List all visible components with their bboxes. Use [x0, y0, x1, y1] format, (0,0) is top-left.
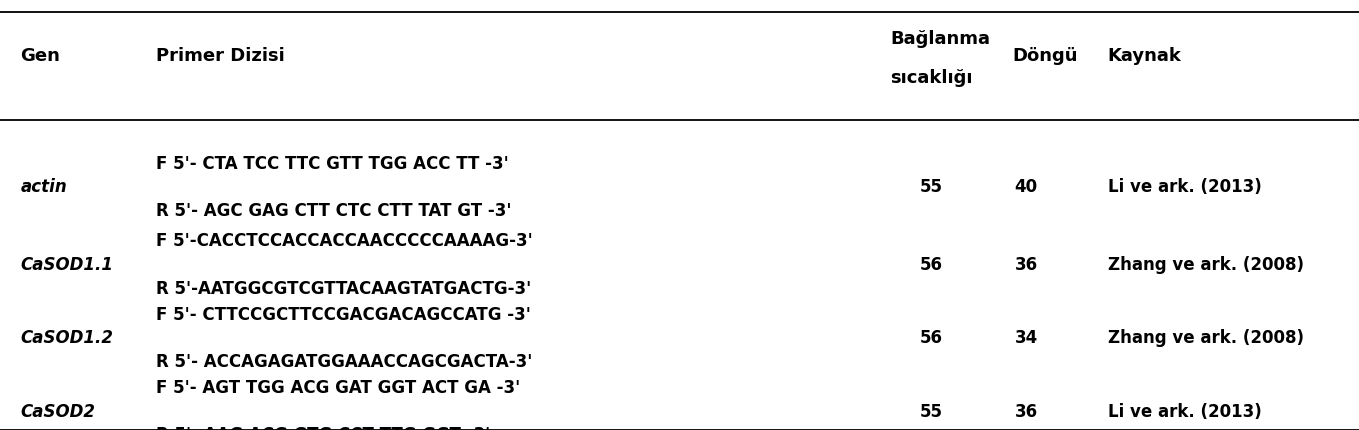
- Text: Zhang ve ark. (2008): Zhang ve ark. (2008): [1108, 255, 1303, 273]
- Text: 36: 36: [1014, 255, 1038, 273]
- Text: CaSOD1.2: CaSOD1.2: [20, 329, 113, 347]
- Text: Bağlanma: Bağlanma: [890, 30, 991, 48]
- Text: 56: 56: [920, 329, 942, 347]
- Text: R 5'- ACCAGAGATGGAAACCAGCGACTA-3': R 5'- ACCAGAGATGGAAACCAGCGACTA-3': [156, 352, 533, 370]
- Text: Zhang ve ark. (2008): Zhang ve ark. (2008): [1108, 329, 1303, 347]
- Text: F 5'- CTTCCGCTTCCGACGACAGCCATG -3': F 5'- CTTCCGCTTCCGACGACAGCCATG -3': [156, 305, 531, 323]
- Text: R 5'- AGC GAG CTT CTC CTT TAT GT -3': R 5'- AGC GAG CTT CTC CTT TAT GT -3': [156, 202, 512, 220]
- Text: 56: 56: [920, 255, 942, 273]
- Text: CaSOD1.1: CaSOD1.1: [20, 255, 113, 273]
- Text: 40: 40: [1014, 178, 1038, 196]
- Text: Primer Dizisi: Primer Dizisi: [156, 47, 285, 65]
- Text: 34: 34: [1014, 329, 1038, 347]
- Text: Döngü: Döngü: [1012, 47, 1078, 65]
- Text: F 5'- CTA TCC TTC GTT TGG ACC TT -3': F 5'- CTA TCC TTC GTT TGG ACC TT -3': [156, 154, 510, 172]
- Text: CaSOD2: CaSOD2: [20, 402, 95, 420]
- Text: F 5'-CACCTCCACCACCAACCCCCAAAAG-3': F 5'-CACCTCCACCACCAACCCCCAAAAG-3': [156, 232, 533, 250]
- Text: Kaynak: Kaynak: [1108, 47, 1181, 65]
- Text: R 5'- AAG ACG GTG CCT TTG GGT -3': R 5'- AAG ACG GTG CCT TTG GGT -3': [156, 425, 491, 430]
- Text: Gen: Gen: [20, 47, 60, 65]
- Text: Li ve ark. (2013): Li ve ark. (2013): [1108, 402, 1261, 420]
- Text: 55: 55: [920, 178, 942, 196]
- Text: Li ve ark. (2013): Li ve ark. (2013): [1108, 178, 1261, 196]
- Text: F 5'- AGT TGG ACG GAT GGT ACT GA -3': F 5'- AGT TGG ACG GAT GGT ACT GA -3': [156, 378, 520, 396]
- Text: actin: actin: [20, 178, 67, 196]
- Text: 55: 55: [920, 402, 942, 420]
- Text: R 5'-AATGGCGTCGTTACAAGTATGACTG-3': R 5'-AATGGCGTCGTTACAAGTATGACTG-3': [156, 279, 531, 297]
- Text: sıcaklığı: sıcaklığı: [890, 68, 973, 86]
- Text: 36: 36: [1014, 402, 1038, 420]
